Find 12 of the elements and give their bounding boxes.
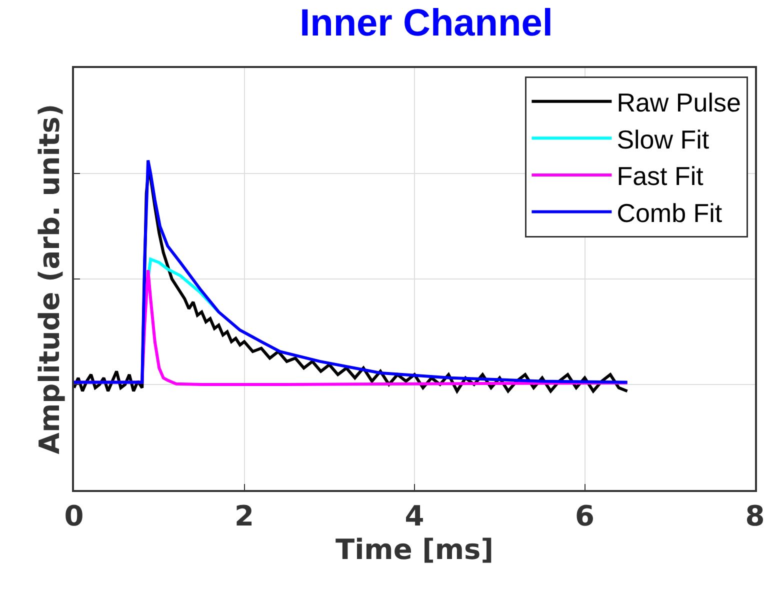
x-axis-title: Time [ms] — [335, 533, 494, 566]
x-tick-label: 6 — [575, 500, 594, 533]
x-tick-label: 4 — [404, 500, 424, 533]
chart-title: Inner Channel — [300, 2, 553, 45]
legend-label: Fast Fit — [616, 161, 704, 192]
x-tick-label: 2 — [234, 500, 254, 533]
x-tick-label: 8 — [745, 500, 765, 533]
legend-label: Comb Fit — [616, 198, 723, 228]
y-axis-title: Amplitude (arb. units) — [33, 104, 66, 454]
legend-label: Slow Fit — [616, 124, 710, 154]
legend-label: Raw Pulse — [616, 87, 741, 118]
x-tick-label: 0 — [64, 500, 84, 533]
